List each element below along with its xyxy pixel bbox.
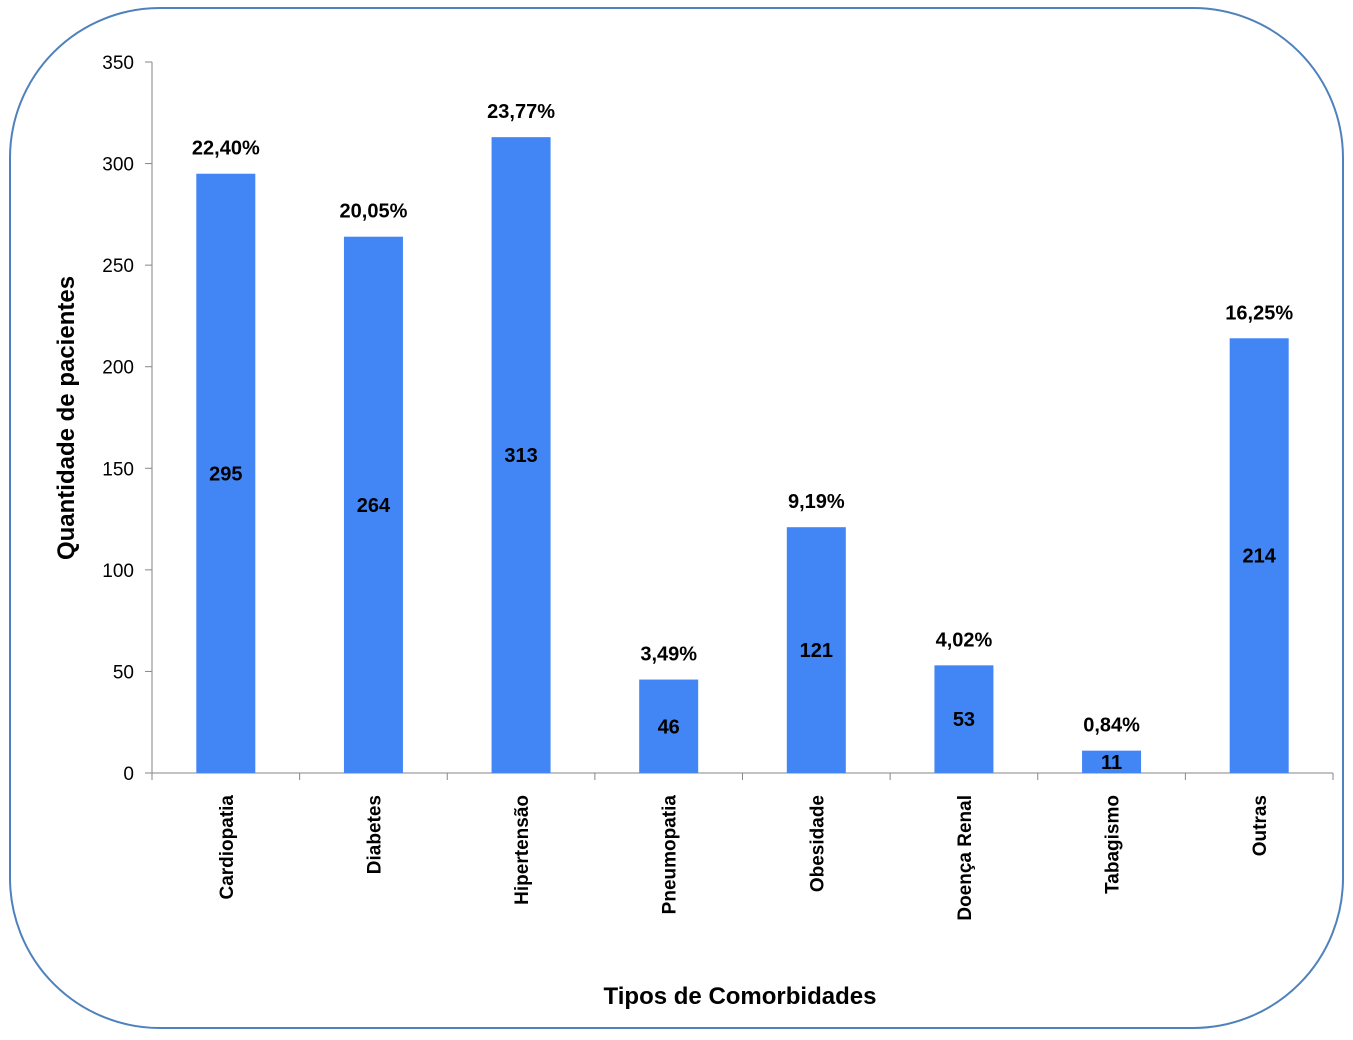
x-axis: Cardiopatia Diabetes Hipertensão Pneumopati… [151,772,1334,921]
bar-value-label: 313 [504,445,537,467]
bar [639,679,699,773]
bar-percent-label: 20,05% [340,201,408,223]
bars: 295 22,40% 264 20,05% 313 23,77% 46 3,49% 121 9,1… [192,101,1293,774]
y-tick-label: 0 [123,764,134,785]
bar [196,173,256,773]
y-tick-label: 350 [102,53,134,74]
bar [491,137,551,774]
y-axis: 0 50 100 150 200 250 300 350 [102,53,153,785]
x-axis-title: Tipos de Comorbidades [604,983,877,1010]
y-tick-label: 200 [102,358,134,379]
bar-value-label: 214 [1243,546,1277,568]
bar-value-label: 121 [800,640,833,662]
x-category-label: Hipertensão [512,795,533,905]
bar-value-label: 295 [209,463,242,485]
x-category-label: Doença Renal [955,795,976,921]
y-tick-label: 150 [102,459,134,480]
bar-value-label: 264 [357,495,391,517]
bar [1082,750,1142,773]
bar [1229,338,1289,773]
x-category-label: Obesidade [807,795,828,892]
y-tick-label: 100 [102,561,134,582]
bar-percent-label: 22,40% [192,138,260,160]
bar-percent-label: 23,77% [487,101,555,123]
y-axis-title: Quantidade de pacientes [53,276,80,560]
bar-percent-label: 3,49% [640,644,697,666]
bar-percent-label: 0,84% [1083,715,1140,737]
bar-value-label: 53 [953,709,975,731]
bar [786,527,846,773]
x-category-label: Cardiopatia [217,795,238,900]
bar [343,236,403,773]
y-tick-label: 250 [102,256,134,277]
bar-value-label: 46 [658,716,680,738]
x-category-label: Outras [1250,795,1271,856]
x-category-label: Diabetes [364,795,385,874]
bar-value-label: 11 [1101,752,1122,774]
bar [934,665,994,773]
y-tick-label: 50 [113,662,134,683]
y-tick-label: 300 [102,155,134,176]
bar-percent-label: 16,25% [1225,302,1293,324]
bar-percent-label: 9,19% [788,491,845,513]
bar-percent-label: 4,02% [936,629,993,651]
x-category-label: Pneumopatia [660,795,681,915]
x-category-label: Tabagismo [1103,795,1124,894]
